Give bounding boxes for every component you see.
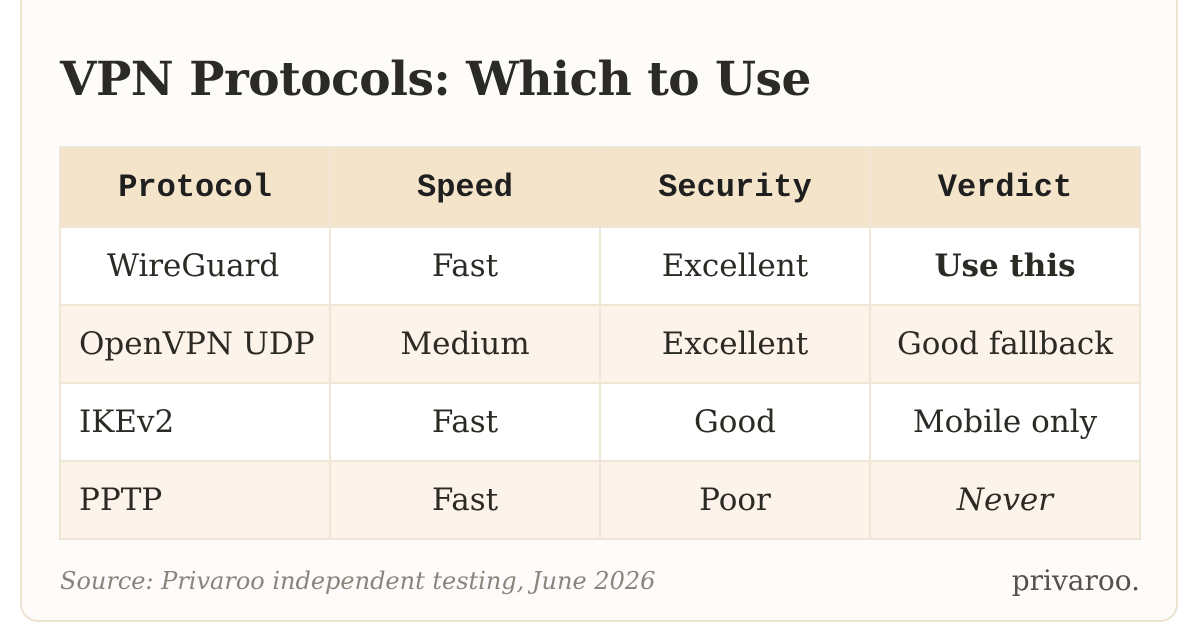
table-row: PPTP Fast Poor Never [59, 460, 1141, 540]
source-note: Source: Privaroo independent testing, Ju… [60, 567, 656, 595]
cell-security: Good [599, 382, 871, 462]
cell-protocol: PPTP [59, 460, 331, 540]
brand-logo: privaroo. [1011, 564, 1140, 597]
header-protocol: Protocol [59, 146, 331, 228]
cell-verdict: Mobile only [869, 382, 1141, 462]
header-speed: Speed [329, 146, 601, 228]
cell-speed: Medium [329, 304, 601, 384]
page-title: VPN Protocols: Which to Use [60, 52, 811, 107]
table-header-row: Protocol Speed Security Verdict [59, 146, 1141, 228]
protocol-table: Protocol Speed Security Verdict WireGuar… [59, 146, 1141, 540]
cell-protocol: WireGuard [59, 226, 331, 306]
cell-verdict: Good fallback [869, 304, 1141, 384]
cell-protocol: IKEv2 [59, 382, 331, 462]
cell-speed: Fast [329, 226, 601, 306]
cell-security: Excellent [599, 304, 871, 384]
table-row: IKEv2 Fast Good Mobile only [59, 382, 1141, 462]
header-verdict: Verdict [869, 146, 1141, 228]
cell-security: Excellent [599, 226, 871, 306]
cell-protocol: OpenVPN UDP [59, 304, 331, 384]
header-security: Security [599, 146, 871, 228]
cell-verdict: Never [869, 460, 1141, 540]
cell-security: Poor [599, 460, 871, 540]
table-row: WireGuard Fast Excellent Use this [59, 226, 1141, 306]
table-row: OpenVPN UDP Medium Excellent Good fallba… [59, 304, 1141, 384]
cell-speed: Fast [329, 382, 601, 462]
cell-verdict: Use this [869, 226, 1141, 306]
cell-speed: Fast [329, 460, 601, 540]
